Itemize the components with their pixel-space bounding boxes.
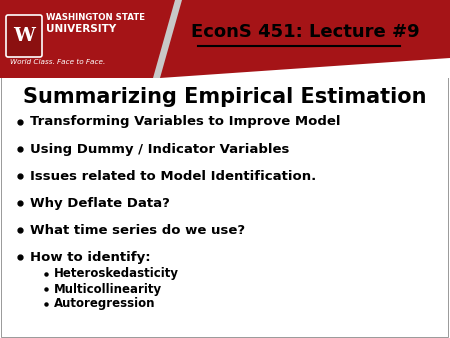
Polygon shape <box>160 58 450 78</box>
Text: World Class. Face to Face.: World Class. Face to Face. <box>10 59 105 65</box>
Text: EconS 451: Lecture #9: EconS 451: Lecture #9 <box>191 23 419 41</box>
Text: Why Deflate Data?: Why Deflate Data? <box>30 196 170 210</box>
Text: Summarizing Empirical Estimation: Summarizing Empirical Estimation <box>23 87 427 107</box>
Text: Using Dummy / Indicator Variables: Using Dummy / Indicator Variables <box>30 143 289 155</box>
Text: Multicollinearity: Multicollinearity <box>54 283 162 295</box>
FancyBboxPatch shape <box>6 15 42 57</box>
Text: Heteroskedasticity: Heteroskedasticity <box>54 267 179 281</box>
Text: Issues related to Model Identification.: Issues related to Model Identification. <box>30 169 316 183</box>
Polygon shape <box>153 0 182 78</box>
Text: How to identify:: How to identify: <box>30 250 151 264</box>
Text: WASHINGTON STATE: WASHINGTON STATE <box>46 14 145 23</box>
Text: Autoregression: Autoregression <box>54 297 156 311</box>
Bar <box>0 0 450 78</box>
Text: What time series do we use?: What time series do we use? <box>30 223 245 237</box>
Text: UNIVERSITY: UNIVERSITY <box>46 24 116 34</box>
Text: W: W <box>13 27 35 45</box>
Text: Transforming Variables to Improve Model: Transforming Variables to Improve Model <box>30 116 341 128</box>
